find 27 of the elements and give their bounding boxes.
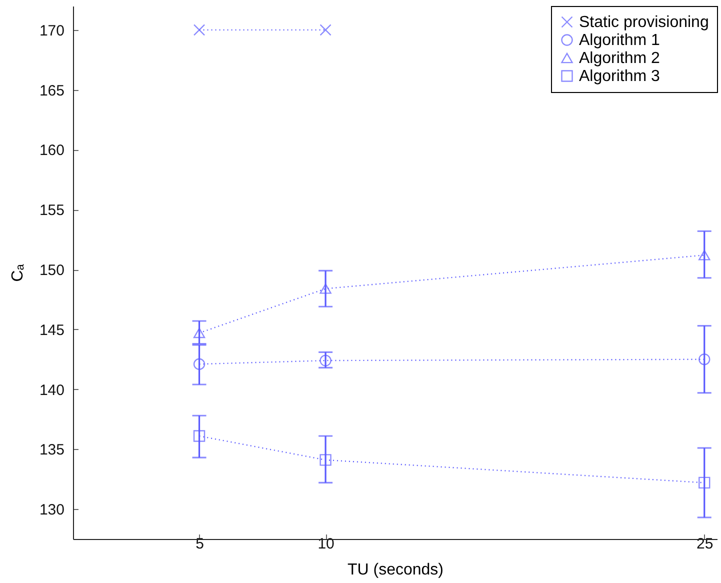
y-tick-label: 155 (39, 202, 64, 220)
y-tick-label: 145 (39, 322, 64, 339)
y-tick-label: 165 (39, 82, 64, 100)
point (320, 454, 332, 466)
point (698, 476, 710, 489)
y-tick-label: 130 (39, 502, 64, 519)
point (320, 354, 332, 366)
point (320, 284, 332, 294)
point (698, 250, 710, 260)
legend-label: Algorithm 2 (579, 50, 660, 67)
point (193, 328, 206, 338)
point (193, 24, 206, 36)
point (193, 358, 206, 370)
point (320, 24, 332, 36)
y-tick-label: 170 (39, 22, 64, 40)
point (698, 354, 710, 366)
y-tick-label: 135 (39, 442, 64, 459)
y-tick-label: 140 (39, 382, 64, 399)
y-tick-label: 160 (39, 142, 64, 160)
y-axis-title: Cₐ (9, 263, 26, 282)
point (193, 430, 206, 442)
legend-label: Algorithm 1 (579, 32, 660, 49)
x-axis-title: TU (seconds) (347, 562, 444, 578)
y-tick-label: 150 (39, 262, 64, 280)
legend-label: Static provisioning (579, 14, 709, 31)
legend-label: Algorithm 3 (579, 68, 660, 85)
x-tick-label: 5 (196, 536, 204, 552)
